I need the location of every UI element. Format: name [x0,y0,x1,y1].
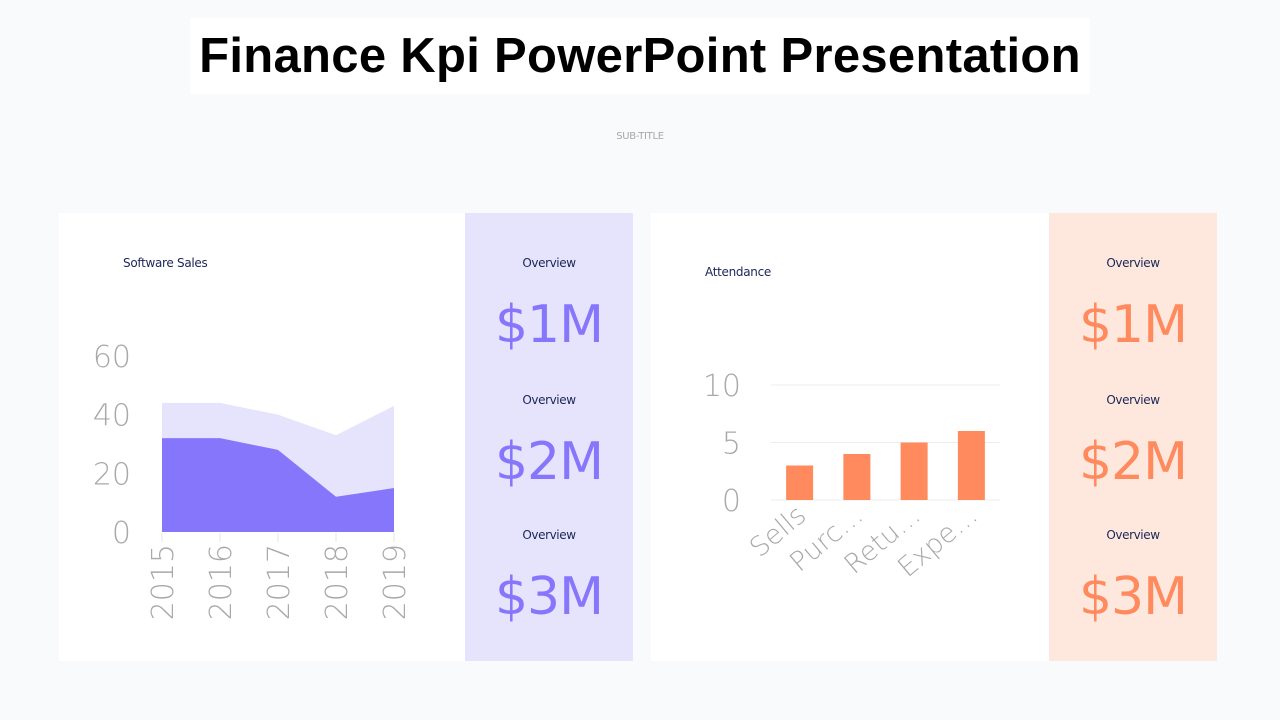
y-tick-label: 0 [722,484,741,519]
software-sales-area-chart: 0 20 40 60 2015 2016 2017 2018 2019 [93,340,413,620]
kpi-label: Overview [522,528,576,542]
attendance-bar-chart: 0510SellsPurc…Retu…Expe… [703,369,1000,584]
subtitle: SUB-TITLE [616,131,664,142]
attendance-chart-title: Attendance [705,265,771,279]
kpi-value: $2M [494,432,604,492]
kpi-label: Overview [522,393,576,407]
y-tick-label: 5 [722,427,741,462]
left-kpi-panel: Overview $1M Overview $2M Overview $3M [465,213,633,661]
y-tick-label: 60 [93,340,131,375]
x-tick-label: 2019 [378,544,413,620]
page-title: Finance Kpi PowerPoint Presentation [199,29,1081,83]
title-box: Finance Kpi PowerPoint Presentation [190,18,1090,94]
kpi-value: $2M [1078,432,1188,492]
y-tick-label: 20 [93,457,131,492]
x-tick-label: 2016 [204,544,239,620]
kpi-label: Overview [1106,256,1160,270]
right-kpi-panel: Overview $1M Overview $2M Overview $3M [1049,213,1217,661]
area-series-1 [162,438,394,532]
y-tick-label: 10 [703,369,741,404]
x-tick-label: 2018 [320,544,355,620]
attendance-card: Attendance 0 5 10 Sells Purc… Retu… Expe… [651,213,1049,661]
software-sales-chart-title: Software Sales [123,256,208,270]
kpi-label: Overview [1106,528,1160,542]
kpi-label: Overview [522,256,576,270]
kpi-value: $3M [494,567,604,627]
kpi-value: $1M [494,295,604,355]
y-tick-label: 0 [112,516,131,551]
x-tick-label: 2017 [262,544,297,620]
bar-expe [957,431,985,500]
bar-purc [843,454,871,500]
software-sales-card: Software Sales 0 20 40 60 2015 2016 2017 2018 20… [59,213,465,661]
bar-sells [786,465,814,500]
kpi-value: $3M [1078,567,1188,627]
x-tick-label: 2015 [146,544,181,620]
kpi-label: Overview [1106,393,1160,407]
y-tick-label: 40 [93,399,131,434]
kpi-value: $1M [1078,295,1188,355]
bar-retu [900,442,928,500]
